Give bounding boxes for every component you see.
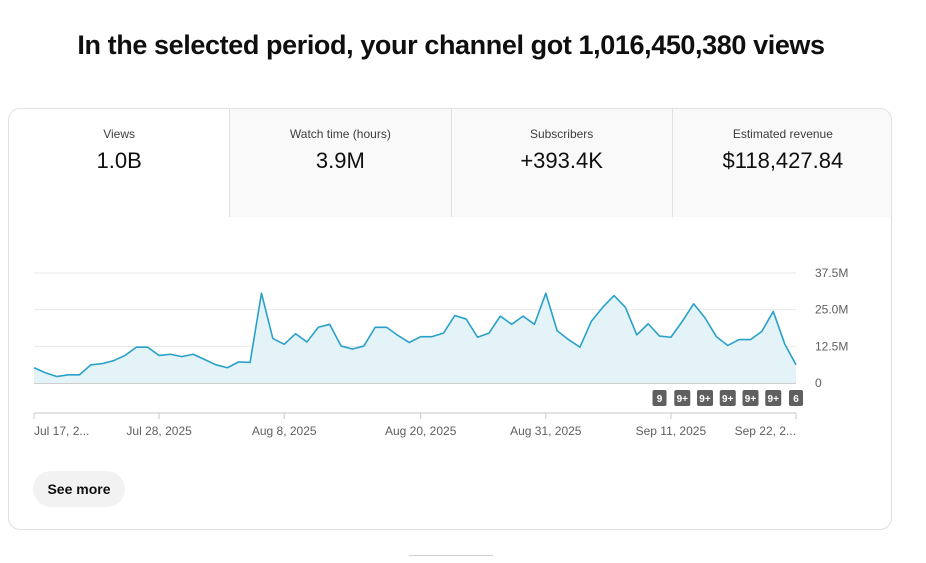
annotation-badge — [789, 390, 803, 406]
tab-watch-time-value: 3.9M — [315, 148, 365, 173]
page-headline: In the selected period, your channel got… — [77, 30, 825, 60]
y-tick-label: 0 — [815, 376, 822, 390]
x-tick-label: Aug 8, 2025 — [252, 424, 317, 438]
x-tick-label: Sep 22, 2... — [735, 424, 796, 438]
annotation-badge — [742, 390, 759, 406]
x-tick-label: Jul 28, 2025 — [126, 424, 192, 438]
tab-revenue-value: $118,427.84 — [722, 148, 844, 173]
annotation-badge-label: 9+ — [768, 394, 780, 405]
y-tick-label: 25.0M — [815, 303, 848, 317]
divider — [409, 555, 493, 556]
annotation-badge-label: 6 — [793, 394, 799, 405]
views-chart: 37.5M 25.0M 12.5M 0 9 9+ 9+ 9+ 9+ 9+ 6 Jul 17, 2...… — [33, 266, 848, 438]
annotation-badge — [765, 390, 782, 406]
annotation-badge-label: 9+ — [745, 394, 757, 405]
tab-revenue-label: Estimated revenue — [732, 127, 833, 141]
metric-tabs: Views 1.0B Watch time (hours) 3.9M Subsc… — [9, 109, 891, 217]
annotation-badge — [697, 390, 714, 406]
y-tick-label: 12.5M — [815, 339, 848, 353]
tab-views-value: 1.0B — [96, 148, 142, 173]
analytics-card: Views 1.0B Watch time (hours) 3.9M Subsc… — [8, 108, 892, 530]
tab-subscribers[interactable]: Subscribers +393.4K — [450, 109, 672, 217]
annotation-badge-label: 9 — [657, 394, 663, 405]
x-tick-label: Sep 11, 2025 — [636, 424, 707, 438]
tab-subscribers-label: Subscribers — [529, 127, 594, 141]
x-tick-label: Aug 31, 2025 — [510, 424, 582, 438]
tab-views[interactable]: Views 1.0B — [9, 109, 230, 217]
see-more-button[interactable]: See more — [33, 471, 125, 507]
tab-estimated-revenue[interactable]: Estimated revenue $118,427.84 — [671, 109, 891, 217]
annotation-badge-label: 9+ — [677, 394, 689, 405]
annotation-badge-label: 9+ — [722, 394, 734, 405]
views-area — [34, 293, 796, 383]
annotation-badge — [674, 390, 691, 406]
y-tick-label: 37.5M — [815, 266, 848, 280]
tab-subscribers-value: +393.4K — [520, 148, 603, 173]
views-line — [33, 292, 797, 378]
annotation-badge — [719, 390, 736, 406]
annotation-badge-label: 9+ — [699, 394, 711, 405]
tab-views-label: Views — [103, 127, 136, 141]
x-tick-label: Jul 17, 2... — [34, 424, 89, 438]
tab-watch-time-label: Watch time (hours) — [289, 127, 391, 141]
annotation-badge — [652, 390, 667, 406]
x-tick-label: Aug 20, 2025 — [385, 424, 457, 438]
tab-watch-time[interactable]: Watch time (hours) 3.9M — [229, 109, 451, 217]
